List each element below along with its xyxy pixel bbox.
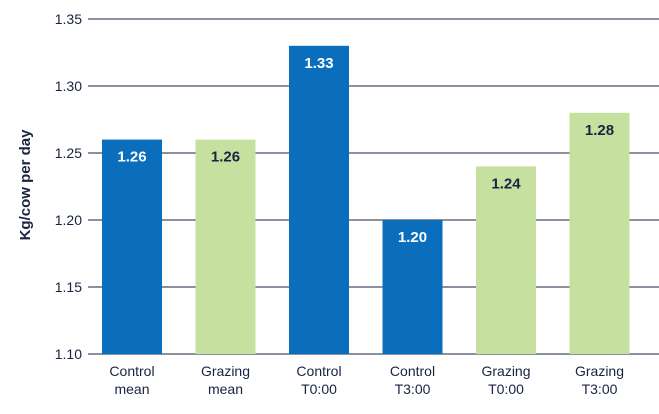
x-axis-ticks: Control mean Grazing mean Control T0:00 Contro… xyxy=(109,363,624,397)
y-axis-label: Kg/cow per day xyxy=(17,129,34,241)
y-tick-label: 1.30 xyxy=(55,78,82,94)
bar-control xyxy=(382,220,443,354)
bar-value-label: 1.20 xyxy=(398,229,427,246)
gridlines xyxy=(88,18,659,355)
bar-value-label: 1.24 xyxy=(491,175,521,192)
x-tick-label: Grazing mean xyxy=(201,363,250,397)
bar-value-label: 1.33 xyxy=(304,55,333,72)
bar-value-label: 1.26 xyxy=(117,149,146,166)
x-tick-label: Control T3:00 xyxy=(390,363,435,397)
bar-grazing xyxy=(569,112,630,354)
y-tick-label: 1.15 xyxy=(55,279,82,295)
x-tick-label: Control T0:00 xyxy=(296,363,341,397)
x-tick-label: Grazing T3:00 xyxy=(575,363,624,397)
x-tick-label: Control mean xyxy=(109,363,154,397)
y-tick-label: 1.20 xyxy=(55,212,82,228)
y-tick-label: 1.25 xyxy=(55,145,82,161)
bars xyxy=(102,45,630,355)
y-tick-label: 1.35 xyxy=(55,11,82,27)
bar-value-label: 1.28 xyxy=(585,122,614,139)
bar-grazing xyxy=(476,166,536,354)
bar-control xyxy=(289,45,349,355)
bar-control xyxy=(102,139,162,354)
bar-value-label: 1.26 xyxy=(211,149,240,166)
x-tick-label: Grazing T0:00 xyxy=(481,363,530,397)
y-axis-ticks: 1.10 1.15 1.20 1.25 1.30 1.35 xyxy=(55,11,82,362)
data-labels: 1.26 1.26 1.33 1.20 1.24 1.28 xyxy=(117,55,614,246)
bar-grazing xyxy=(195,139,256,354)
y-tick-label: 1.10 xyxy=(55,346,82,362)
